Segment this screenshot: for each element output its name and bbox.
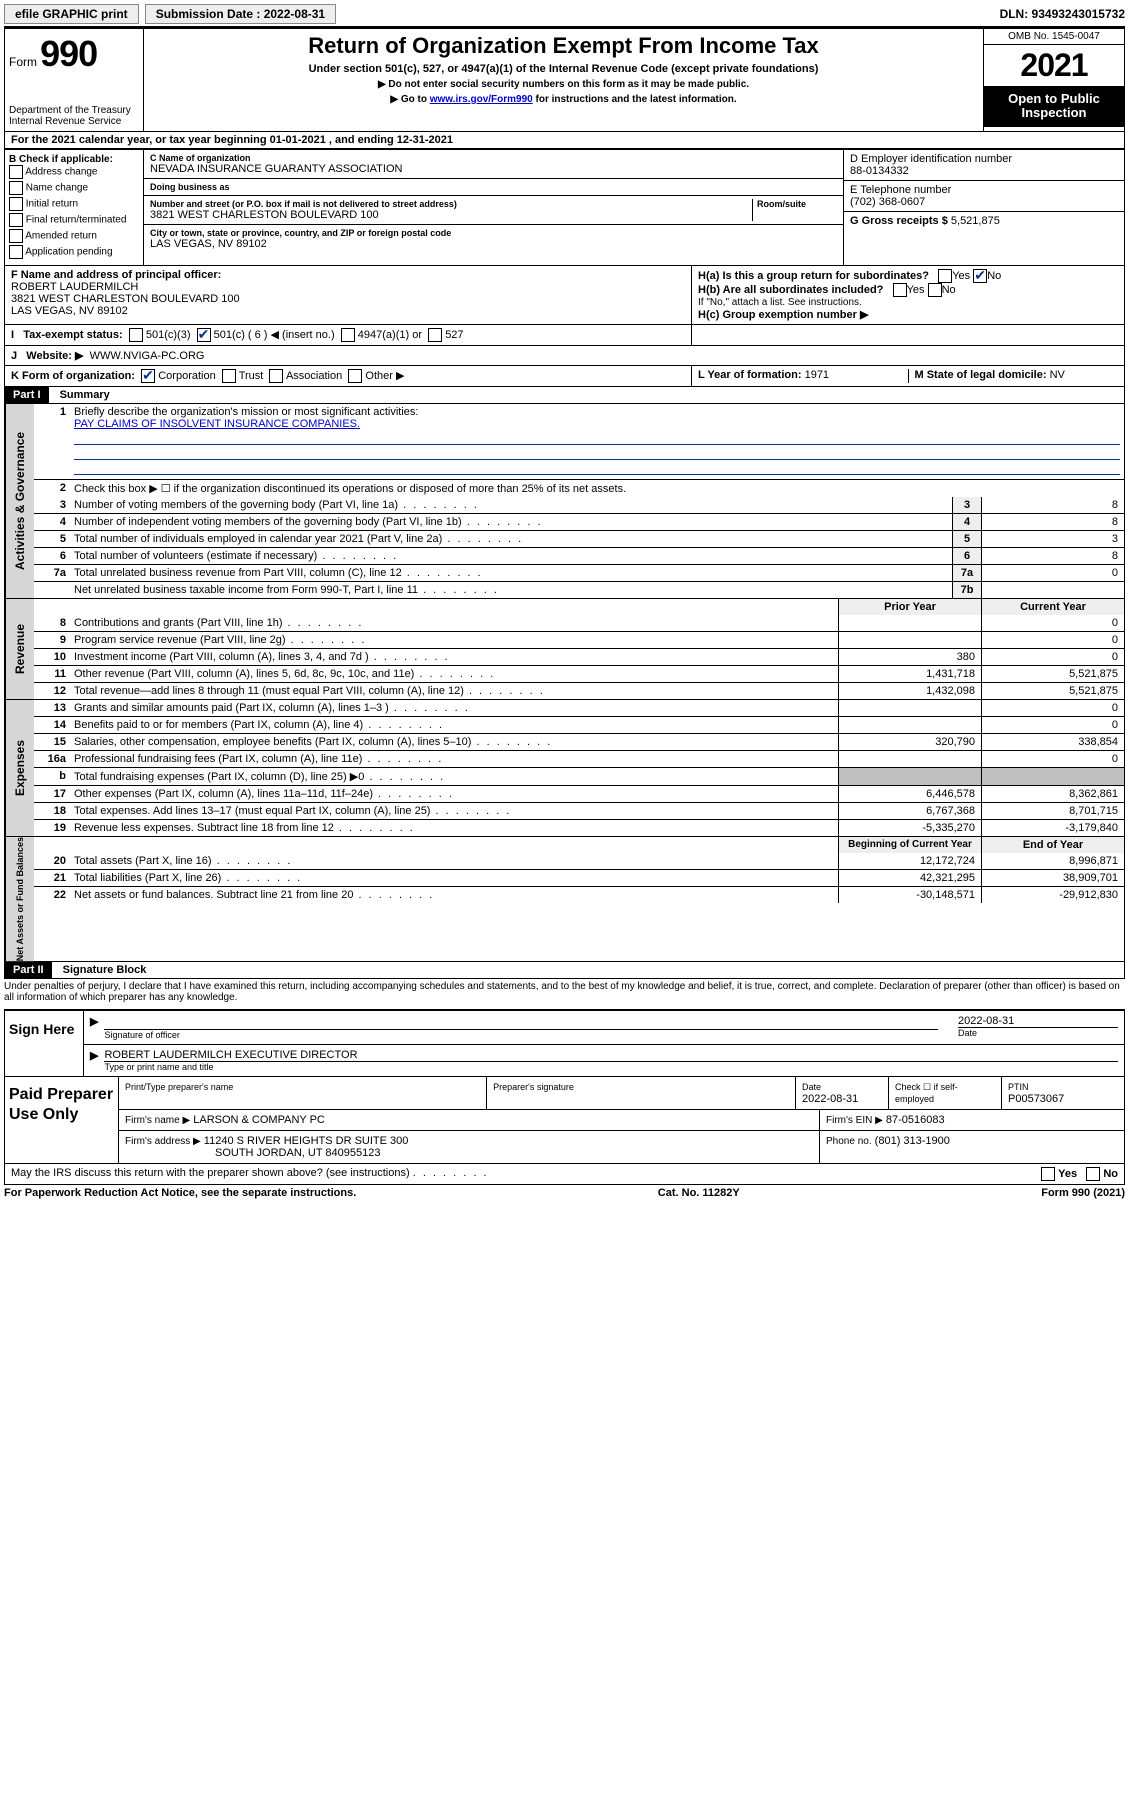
hb-no[interactable] xyxy=(928,283,942,297)
website: WWW.NVIGA-PC.ORG xyxy=(90,350,205,362)
paid-preparer-block: Paid Preparer Use Only Print/Type prepar… xyxy=(4,1077,1125,1164)
paid-label: Paid Preparer Use Only xyxy=(5,1077,119,1163)
money-row: 21Total liabilities (Part X, line 26)42,… xyxy=(34,869,1124,886)
ptin: P00573067 xyxy=(1008,1093,1064,1105)
row-k: K Form of organization: Corporation Trus… xyxy=(5,366,692,386)
money-row: 13Grants and similar amounts paid (Part … xyxy=(34,700,1124,716)
colb-option[interactable]: Final return/terminated xyxy=(9,213,139,227)
money-row: 8Contributions and grants (Part VIII, li… xyxy=(34,615,1124,631)
officer-printed: ROBERT LAUDERMILCH EXECUTIVE DIRECTOR xyxy=(104,1049,357,1061)
department: Department of the Treasury Internal Reve… xyxy=(9,105,139,127)
row-j: J Website: ▶ WWW.NVIGA-PC.ORG xyxy=(5,346,1124,365)
colb-option[interactable]: Application pending xyxy=(9,245,139,259)
vside-netassets: Net Assets or Fund Balances xyxy=(5,837,34,961)
gov-row: 5Total number of individuals employed in… xyxy=(34,530,1124,547)
topbar: efile GRAPHIC print Submission Date : 20… xyxy=(4,4,1125,28)
firm-phone: (801) 313-1900 xyxy=(875,1135,950,1147)
row-i: I Tax-exempt status: 501(c)(3) 501(c) ( … xyxy=(5,325,692,345)
money-row: 19Revenue less expenses. Subtract line 1… xyxy=(34,819,1124,836)
part1-header: Part I xyxy=(5,387,49,403)
gov-row: 3Number of voting members of the governi… xyxy=(34,497,1124,513)
hb-yes[interactable] xyxy=(893,283,907,297)
penalty-text: Under penalties of perjury, I declare th… xyxy=(4,979,1125,1005)
ha-no[interactable] xyxy=(973,269,987,283)
mission-link[interactable]: PAY CLAIMS OF INSOLVENT INSURANCE COMPAN… xyxy=(74,418,360,430)
money-row: 9Program service revenue (Part VIII, lin… xyxy=(34,631,1124,648)
tax-year: 2021 xyxy=(984,45,1124,86)
instr-2: ▶ Go to www.irs.gov/Form990 for instruct… xyxy=(148,94,979,105)
arrow-icon: ▶ xyxy=(90,1049,98,1072)
part2-header: Part II xyxy=(5,962,52,978)
org-city: LAS VEGAS, NV 89102 xyxy=(150,238,267,250)
firm-ein: 87-0516083 xyxy=(886,1114,945,1126)
gov-row: 7aTotal unrelated business revenue from … xyxy=(34,564,1124,581)
money-row: 12Total revenue—add lines 8 through 11 (… xyxy=(34,682,1124,699)
form-title: Return of Organization Exempt From Incom… xyxy=(148,33,979,59)
colb-option[interactable]: Name change xyxy=(9,181,139,195)
gov-row: Net unrelated business taxable income fr… xyxy=(34,581,1124,598)
row-h: H(a) Is this a group return for subordin… xyxy=(692,266,1124,324)
money-row: bTotal fundraising expenses (Part IX, co… xyxy=(34,767,1124,785)
may-discuss: May the IRS discuss this return with the… xyxy=(11,1167,1041,1181)
form-label: Form xyxy=(9,55,37,69)
section-a: For the 2021 calendar year, or tax year … xyxy=(4,132,1125,149)
money-row: 22Net assets or fund balances. Subtract … xyxy=(34,886,1124,903)
org-name: NEVADA INSURANCE GUARANTY ASSOCIATION xyxy=(150,163,402,175)
vside-revenue: Revenue xyxy=(5,599,34,699)
sign-date: 2022-08-31 xyxy=(958,1015,1014,1027)
may-no[interactable] xyxy=(1086,1167,1100,1181)
colb-option[interactable]: Initial return xyxy=(9,197,139,211)
inspection-box: Open to Public Inspection xyxy=(984,86,1124,127)
efile-button[interactable]: efile GRAPHIC print xyxy=(4,4,139,24)
sign-block: Sign Here ▶ Signature of officer 2022-08… xyxy=(4,1009,1125,1077)
gross-receipts: 5,521,875 xyxy=(951,215,1000,227)
gov-row: 6Total number of volunteers (estimate if… xyxy=(34,547,1124,564)
money-row: 14Benefits paid to or for members (Part … xyxy=(34,716,1124,733)
instr-1: ▶ Do not enter social security numbers o… xyxy=(148,79,979,90)
firm-address: 11240 S RIVER HEIGHTS DR SUITE 300 xyxy=(204,1135,409,1147)
omb-number: OMB No. 1545-0047 xyxy=(984,29,1124,45)
ein: 88-0134332 xyxy=(850,165,909,177)
money-row: 15Salaries, other compensation, employee… xyxy=(34,733,1124,750)
telephone: (702) 368-0607 xyxy=(850,196,925,208)
money-row: 17Other expenses (Part IX, column (A), l… xyxy=(34,785,1124,802)
state-domicile: NV xyxy=(1050,369,1065,381)
firm-name: LARSON & COMPANY PC xyxy=(193,1114,325,1126)
irs-link[interactable]: www.irs.gov/Form990 xyxy=(430,94,533,105)
submission-date-button[interactable]: Submission Date : 2022-08-31 xyxy=(145,4,336,24)
money-row: 10Investment income (Part VIII, column (… xyxy=(34,648,1124,665)
org-address: 3821 WEST CHARLESTON BOULEVARD 100 xyxy=(150,209,379,221)
form-subtitle: Under section 501(c), 527, or 4947(a)(1)… xyxy=(148,63,979,75)
page-footer: For Paperwork Reduction Act Notice, see … xyxy=(4,1185,1125,1201)
colb-option[interactable]: Address change xyxy=(9,165,139,179)
money-row: 16aProfessional fundraising fees (Part I… xyxy=(34,750,1124,767)
part2-title: Signature Block xyxy=(55,962,155,978)
form-number: 990 xyxy=(40,33,97,74)
part1-title: Summary xyxy=(52,387,118,403)
ha-yes[interactable] xyxy=(938,269,952,283)
officer-name: ROBERT LAUDERMILCH xyxy=(11,281,138,293)
sign-here-label: Sign Here xyxy=(5,1011,84,1076)
arrow-icon: ▶ xyxy=(90,1015,98,1040)
colb-option[interactable]: Amended return xyxy=(9,229,139,243)
vside-expenses: Expenses xyxy=(5,700,34,836)
gov-row: 4Number of independent voting members of… xyxy=(34,513,1124,530)
money-row: 18Total expenses. Add lines 13–17 (must … xyxy=(34,802,1124,819)
form-header: Form 990 Department of the Treasury Inte… xyxy=(4,28,1125,132)
row-f: F Name and address of principal officer:… xyxy=(5,266,692,324)
money-row: 20Total assets (Part X, line 16)12,172,7… xyxy=(34,853,1124,869)
dln: DLN: 93493243015732 xyxy=(1000,7,1125,21)
col-b: B Check if applicable: Address change Na… xyxy=(5,150,144,265)
col-c: C Name of organization NEVADA INSURANCE … xyxy=(144,150,843,265)
col-d: D Employer identification number88-01343… xyxy=(843,150,1124,265)
money-row: 11Other revenue (Part VIII, column (A), … xyxy=(34,665,1124,682)
vside-governance: Activities & Governance xyxy=(5,404,34,598)
year-formation: 1971 xyxy=(805,369,829,381)
may-yes[interactable] xyxy=(1041,1167,1055,1181)
